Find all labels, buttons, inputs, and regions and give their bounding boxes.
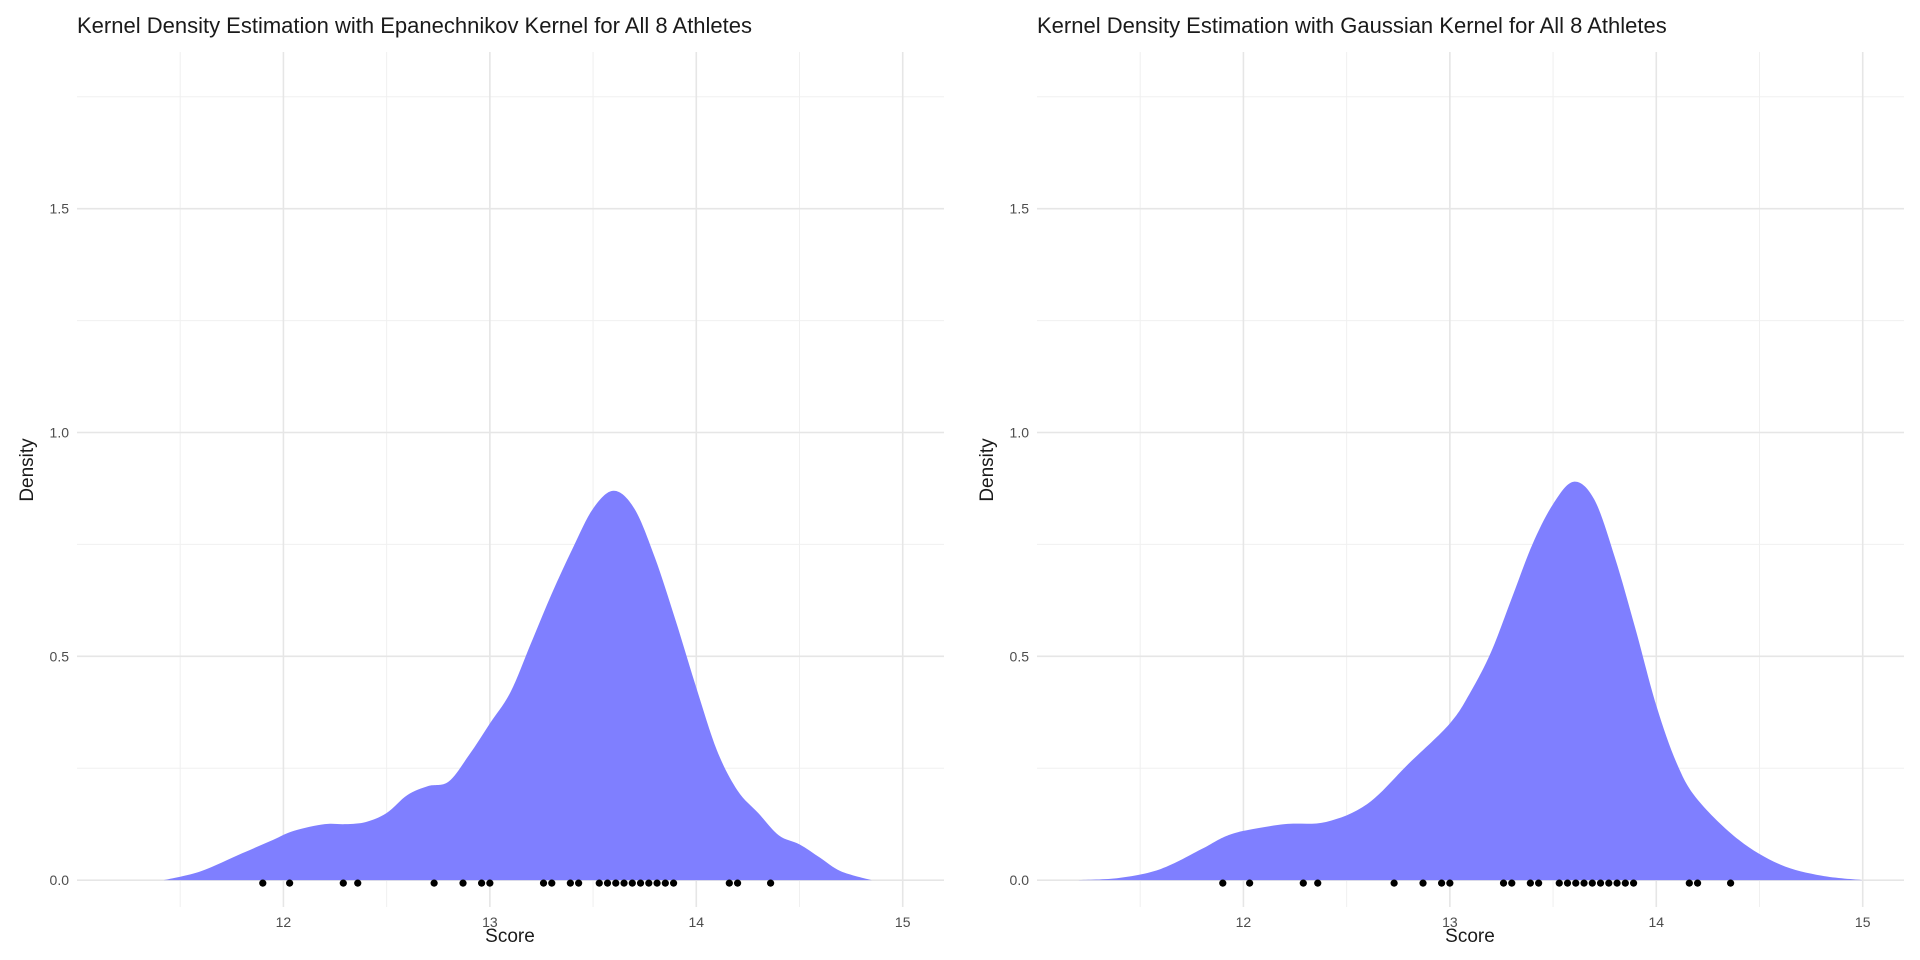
data-point [1580,879,1588,887]
data-point [603,879,612,887]
y-tick-label: 0.5 [50,648,70,664]
data-point [1596,879,1605,887]
data-point [1588,879,1596,887]
data-point [566,879,574,887]
data-point [653,879,661,887]
data-point [636,879,645,887]
x-tick-label: 14 [1648,914,1664,930]
x-tick-label: 15 [1855,914,1871,930]
data-point [459,879,467,887]
y-tick-label: 1.0 [50,424,70,440]
data-point [612,879,620,887]
data-point [1605,879,1613,887]
x-tick-label: 12 [276,914,292,930]
data-point [1299,879,1307,887]
data-point [1693,879,1702,887]
data-point [661,879,669,887]
data-point [645,879,653,887]
data-point [1613,879,1621,887]
x-tick-label: 15 [895,914,911,930]
data-point [575,879,583,887]
data-point [1535,879,1543,887]
x-tick-label: 13 [1442,914,1458,930]
x-axis-label: Score [485,926,535,947]
density-area [1078,481,1863,881]
data-point [1438,879,1446,887]
data-point [548,879,556,887]
y-tick-label: 1.0 [1010,424,1030,440]
data-point [339,879,347,887]
y-tick-label: 1.5 [50,201,70,217]
data-point [1526,879,1534,887]
data-point [1572,879,1580,887]
data-point [1629,879,1638,887]
y-tick-label: 0.0 [1010,872,1030,888]
y-tick-label: 0.0 [50,872,70,888]
data-point [1314,879,1322,887]
x-axis-label: Score [1445,926,1495,947]
y-tick-label: 0.5 [1010,648,1030,664]
x-tick-label: 14 [688,914,704,930]
data-point [354,879,362,887]
data-point [620,879,628,887]
data-point [1499,879,1508,887]
density-area [163,490,872,881]
data-point [259,879,267,887]
data-point [1219,879,1227,887]
x-tick-label: 12 [1236,914,1252,930]
data-point [430,879,438,887]
data-point [1563,879,1572,887]
data-point [1621,879,1629,887]
data-point [725,879,733,887]
data-point [486,879,494,887]
data-point [1685,879,1693,887]
data-point [767,879,775,887]
data-point [1555,879,1563,887]
data-point [286,879,294,887]
y-axis-label: Density [17,438,38,502]
data-point [539,879,548,887]
data-point [1446,879,1454,887]
data-point [628,879,636,887]
data-point [478,879,486,887]
epanechnikov-panel: Kernel Density Estimation with Epanechni… [17,13,944,947]
data-point [1727,879,1735,887]
data-point [1390,879,1398,887]
x-tick-label: 13 [482,914,498,930]
data-point [669,879,678,887]
y-tick-label: 1.5 [1010,201,1030,217]
y-axis-label: Density [977,438,998,502]
data-point [595,879,603,887]
data-point [1246,879,1254,887]
chart-title: Kernel Density Estimation with Gaussian … [1037,13,1667,38]
gaussian-panel: Kernel Density Estimation with Gaussian … [977,13,1904,947]
data-point [733,879,742,887]
chart-title: Kernel Density Estimation with Epanechni… [77,13,752,38]
data-point [1508,879,1516,887]
data-point [1419,879,1427,887]
